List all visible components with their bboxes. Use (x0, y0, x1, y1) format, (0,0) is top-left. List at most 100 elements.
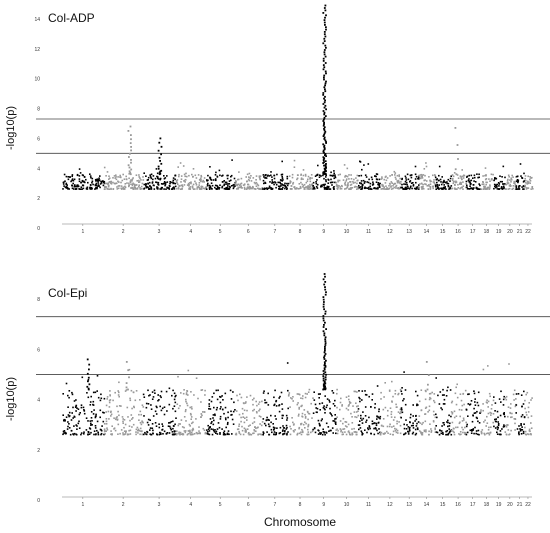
data-point (252, 409, 254, 412)
data-point (240, 185, 242, 187)
data-point (360, 188, 362, 190)
data-point (250, 180, 253, 182)
data-point (390, 411, 393, 413)
data-point (281, 417, 284, 419)
data-point (262, 432, 265, 434)
data-point (204, 432, 207, 435)
data-point (518, 188, 521, 190)
data-point (128, 425, 131, 427)
data-point (253, 188, 256, 190)
data-point (147, 176, 150, 179)
data-point (475, 432, 477, 435)
data-point (90, 431, 92, 434)
data-point (530, 415, 533, 417)
data-point (90, 424, 92, 426)
data-point (349, 433, 352, 436)
data-point (375, 422, 378, 425)
data-point (392, 430, 395, 433)
data-point (490, 173, 493, 176)
data-point (172, 407, 174, 410)
data-point (265, 177, 268, 179)
data-point (289, 425, 291, 428)
data-point (433, 181, 436, 183)
data-point (136, 180, 138, 182)
data-point (160, 390, 163, 393)
data-point (505, 398, 508, 401)
data-point (395, 184, 398, 187)
data-point (256, 404, 258, 407)
data-point (237, 188, 239, 190)
data-point (482, 409, 484, 412)
data-point (264, 187, 267, 190)
data-point (275, 186, 277, 189)
data-point (183, 389, 185, 391)
data-point (363, 182, 366, 184)
data-point (129, 180, 132, 183)
data-point (323, 356, 325, 359)
y-tick-label: 10 (34, 77, 40, 83)
data-point (247, 425, 250, 427)
data-point (515, 176, 517, 178)
data-point (206, 432, 209, 435)
data-point (135, 431, 137, 433)
data-point (64, 186, 67, 188)
data-point (493, 183, 496, 186)
data-point (474, 401, 476, 403)
data-point (204, 394, 206, 396)
data-point (344, 425, 347, 427)
data-point (210, 422, 212, 425)
data-point (425, 390, 427, 393)
data-point (322, 158, 325, 161)
data-point (439, 391, 442, 393)
data-point (324, 55, 327, 58)
data-point (456, 188, 458, 190)
data-point (420, 186, 423, 188)
data-point (430, 428, 432, 430)
data-point (105, 404, 108, 407)
data-point (130, 168, 133, 171)
data-point (508, 176, 510, 178)
data-point (473, 407, 475, 410)
data-point (417, 177, 419, 180)
data-point (223, 412, 225, 415)
data-point (340, 429, 342, 432)
data-point (232, 410, 235, 413)
data-point (130, 183, 132, 185)
data-point (218, 169, 221, 172)
data-point (131, 426, 133, 428)
data-point (446, 389, 448, 392)
data-point (116, 186, 118, 188)
data-point (158, 156, 161, 159)
data-point (301, 430, 304, 433)
x-tick-label: 22 (525, 502, 531, 508)
data-point (135, 390, 138, 392)
data-point (138, 174, 140, 176)
data-point (323, 76, 325, 79)
data-point (184, 175, 186, 178)
y-tick-label: 8 (37, 297, 40, 303)
data-point (401, 186, 404, 189)
data-point (477, 404, 480, 407)
data-point (106, 396, 109, 398)
data-point (468, 393, 470, 395)
data-point (296, 177, 299, 180)
data-point (323, 332, 326, 335)
data-point (441, 176, 443, 178)
data-point (440, 407, 442, 409)
data-point (520, 415, 523, 418)
data-point (324, 433, 326, 436)
data-point (389, 433, 392, 435)
data-point (211, 188, 213, 190)
data-point (357, 414, 360, 417)
data-point (502, 183, 504, 185)
data-point (501, 180, 503, 183)
data-point (166, 432, 169, 434)
data-point (271, 181, 274, 183)
data-point (282, 179, 284, 181)
data-point (391, 400, 393, 402)
data-point (412, 184, 415, 186)
data-point (71, 178, 74, 180)
data-point (152, 432, 154, 435)
data-point (392, 187, 394, 190)
data-point (106, 171, 109, 173)
